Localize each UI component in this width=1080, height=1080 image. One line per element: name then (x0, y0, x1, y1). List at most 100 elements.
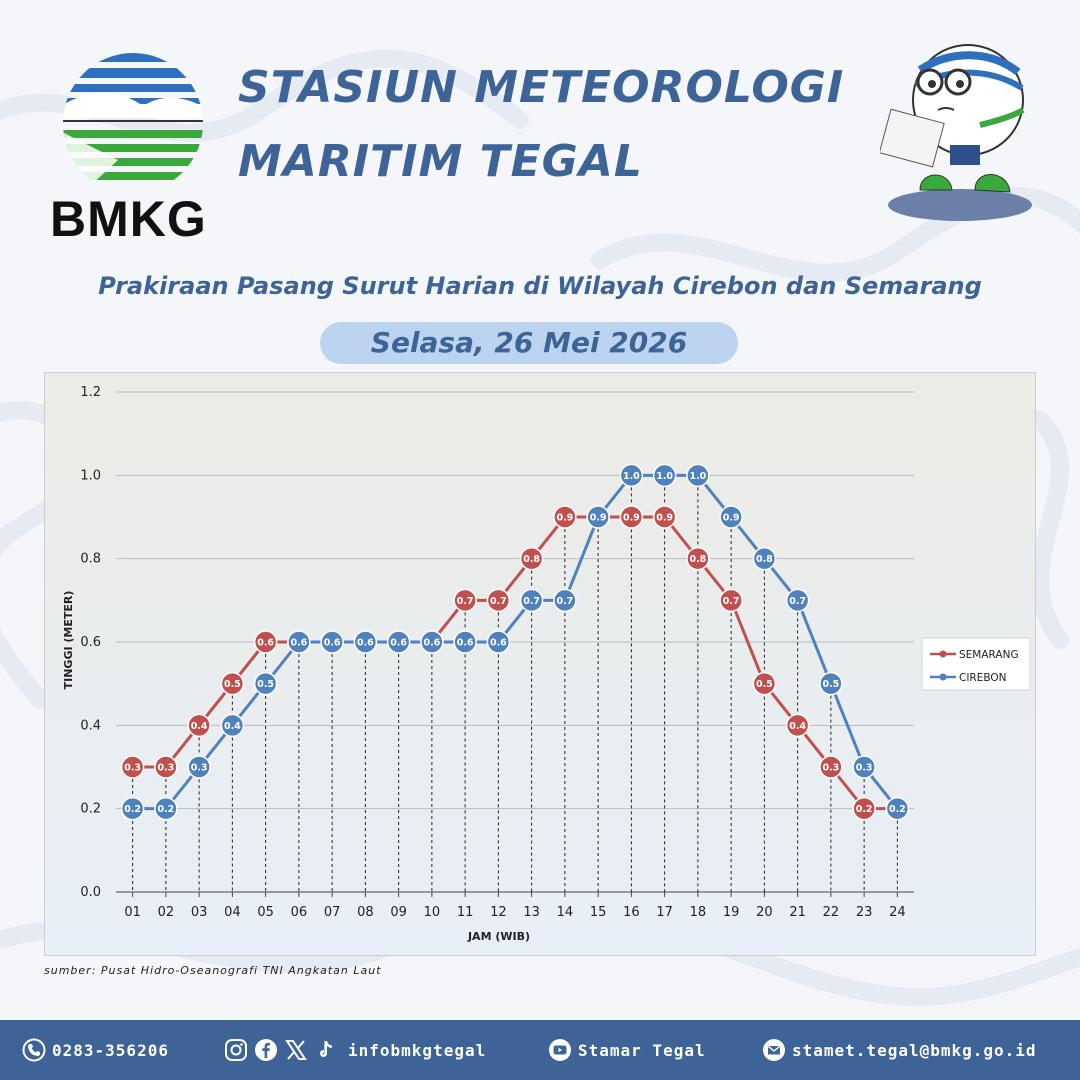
data-label: 0.7 (457, 596, 474, 607)
series-cirebon: 0.2 0.2 0.3 0.4 0.5 0.6 0.6 0.6 0.6 0.6 0.6 0.6 0.7 0… (120, 463, 910, 821)
data-point (652, 505, 677, 529)
x-tick-label: 19 (723, 905, 740, 920)
data-label: 0.2 (157, 804, 174, 815)
data-point (253, 630, 278, 654)
y-tick-label: 1.0 (80, 468, 101, 483)
data-point (353, 630, 378, 654)
data-point (486, 588, 511, 613)
x-tick-label: 13 (523, 905, 540, 920)
data-source: sumber: Pusat Hidro-Oseanografi TNI Angk… (44, 964, 382, 977)
data-label: 0.6 (457, 638, 474, 649)
data-point (619, 463, 644, 488)
data-label: 0.5 (224, 679, 241, 690)
footer-youtube[interactable]: Stamar Tegal (548, 1020, 706, 1080)
station-title-line1: STASIUN METEOROLOGI (238, 62, 845, 113)
y-tick-label: 0.8 (80, 552, 101, 567)
data-label: 1.0 (689, 471, 706, 482)
data-point (553, 505, 577, 529)
x-tick-label: 04 (224, 905, 241, 920)
x-tick-label: 20 (756, 905, 773, 920)
x-tick-label: 22 (823, 905, 840, 920)
data-point (320, 630, 344, 654)
data-label: 0.9 (656, 513, 673, 524)
x-tick-label: 15 (590, 905, 607, 920)
data-point (253, 671, 278, 696)
mascot-illustration (880, 44, 1032, 221)
data-point (553, 588, 577, 613)
data-label: 0.4 (224, 721, 241, 732)
instagram-icon (224, 1038, 248, 1062)
data-label: 1.0 (656, 471, 673, 482)
x-tick-label: 24 (889, 905, 906, 920)
station-title-line2: MARITIM TEGAL (238, 136, 643, 187)
y-axis-label: TINGGI (METER) (62, 591, 75, 690)
data-label: 0.7 (723, 596, 740, 607)
y-tick-label: 0.0 (80, 885, 101, 900)
bmkg-logo (63, 53, 203, 188)
data-label: 0.8 (756, 554, 773, 565)
footer-email[interactable]: stamet.tegal@bmkg.go.id (762, 1020, 1037, 1080)
data-point (519, 588, 544, 613)
email-address: stamet.tegal@bmkg.go.id (792, 1040, 1037, 1060)
x-icon (284, 1038, 308, 1062)
x-tick-label: 05 (257, 905, 274, 920)
legend-label: CIREBON (959, 672, 1007, 684)
tide-chart: 0.0 0.2 0.4 0.6 0.8 1.0 1.2 01 02 03 04 05 06 07 08 09… (44, 372, 1036, 956)
data-label: 0.5 (756, 679, 773, 690)
data-point (486, 630, 511, 654)
chart-subtitle: Prakiraan Pasang Surut Harian di Wilayah… (98, 272, 982, 300)
data-point (586, 505, 610, 529)
x-tick-label: 01 (124, 905, 141, 920)
x-tick-label: 18 (690, 905, 707, 920)
data-label: 0.2 (889, 804, 906, 815)
data-point (453, 588, 477, 613)
data-label: 0.7 (789, 596, 806, 607)
data-label: 0.6 (423, 638, 440, 649)
x-tick-label: 23 (856, 905, 873, 920)
legend-label: SEMARANG (959, 649, 1019, 661)
youtube-channel: Stamar Tegal (578, 1040, 706, 1060)
data-point (686, 463, 710, 488)
youtube-icon (548, 1038, 572, 1062)
x-tick-label: 21 (789, 905, 806, 920)
x-tick-label: 06 (291, 905, 308, 920)
data-point (220, 713, 245, 738)
data-label: 0.6 (390, 638, 407, 649)
data-label: 0.9 (723, 513, 740, 524)
x-tick-label: 14 (557, 905, 574, 920)
date-badge: Selasa, 26 Mei 2026 (320, 322, 738, 364)
x-tick-label: 03 (191, 905, 208, 920)
legend-box (921, 637, 1031, 691)
x-tick-label: 10 (424, 905, 441, 920)
data-point (519, 546, 544, 571)
data-point (752, 671, 777, 696)
data-label: 0.3 (822, 763, 839, 774)
data-point (785, 588, 810, 613)
data-point (453, 630, 477, 654)
y-tick-label: 0.2 (80, 802, 101, 817)
footer-phone[interactable]: 0283-356206 (22, 1020, 169, 1080)
data-point (819, 755, 843, 779)
data-label: 0.8 (523, 554, 540, 565)
data-point (819, 671, 843, 696)
data-label: 0.4 (191, 721, 208, 732)
x-tick-label: 16 (623, 905, 640, 920)
data-point (852, 755, 876, 779)
data-label: 0.2 (124, 804, 141, 815)
legend-swatch-marker (939, 673, 947, 681)
data-label: 0.6 (257, 638, 274, 649)
data-point (386, 630, 411, 654)
x-axis-label: JAM (WIB) (467, 930, 530, 943)
legend-swatch-marker (939, 650, 947, 658)
footer-social[interactable]: infobmkgtegal (224, 1020, 486, 1080)
data-label: 0.4 (789, 721, 806, 732)
data-point (885, 796, 910, 821)
y-tick-label: 1.2 (80, 385, 101, 400)
data-label: 1.0 (623, 471, 640, 482)
data-point (686, 546, 710, 571)
data-point (187, 713, 211, 738)
data-point (785, 713, 810, 738)
data-label: 0.2 (856, 804, 873, 815)
x-tick-label: 12 (490, 905, 507, 920)
data-point (752, 546, 777, 571)
